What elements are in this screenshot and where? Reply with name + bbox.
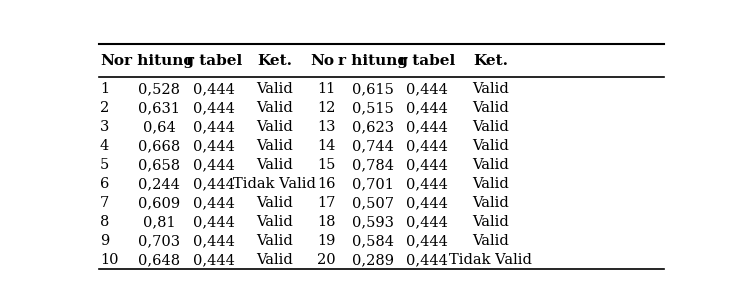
- Text: 0,444: 0,444: [406, 139, 449, 153]
- Text: Valid: Valid: [256, 139, 293, 153]
- Text: 0,444: 0,444: [193, 101, 235, 115]
- Text: 0,64: 0,64: [143, 120, 176, 134]
- Text: Ket.: Ket.: [257, 54, 292, 67]
- Text: 0,444: 0,444: [406, 82, 449, 96]
- Text: Valid: Valid: [256, 215, 293, 229]
- Text: r tabel: r tabel: [186, 54, 243, 67]
- Text: 0,593: 0,593: [352, 215, 394, 229]
- Text: Valid: Valid: [472, 196, 509, 210]
- Text: 0,623: 0,623: [352, 120, 394, 134]
- Text: 0,244: 0,244: [138, 177, 180, 191]
- Text: Tidak Valid: Tidak Valid: [233, 177, 316, 191]
- Text: Valid: Valid: [472, 139, 509, 153]
- Text: 19: 19: [318, 234, 336, 248]
- Text: 0,289: 0,289: [352, 253, 394, 267]
- Text: 0,609: 0,609: [138, 196, 180, 210]
- Text: Valid: Valid: [256, 82, 293, 96]
- Text: 0,444: 0,444: [193, 120, 235, 134]
- Text: 0,584: 0,584: [352, 234, 394, 248]
- Text: 0,515: 0,515: [352, 101, 394, 115]
- Text: 11: 11: [318, 82, 336, 96]
- Text: 14: 14: [318, 139, 336, 153]
- Text: Valid: Valid: [256, 196, 293, 210]
- Text: 0,444: 0,444: [193, 177, 235, 191]
- Text: Ket.: Ket.: [473, 54, 508, 67]
- Text: 0,81: 0,81: [143, 215, 176, 229]
- Text: 0,444: 0,444: [193, 158, 235, 172]
- Text: Valid: Valid: [256, 158, 293, 172]
- Text: Valid: Valid: [256, 101, 293, 115]
- Text: 0,528: 0,528: [138, 82, 180, 96]
- Text: 0,784: 0,784: [352, 158, 394, 172]
- Text: 0,701: 0,701: [352, 177, 394, 191]
- Text: r hitung: r hitung: [124, 54, 194, 67]
- Text: 0,444: 0,444: [406, 177, 449, 191]
- Text: No: No: [310, 54, 334, 67]
- Text: 0,444: 0,444: [406, 234, 449, 248]
- Text: 15: 15: [318, 158, 336, 172]
- Text: 5: 5: [100, 158, 109, 172]
- Text: 0,444: 0,444: [406, 120, 449, 134]
- Text: 0,444: 0,444: [193, 82, 235, 96]
- Text: 1: 1: [100, 82, 109, 96]
- Text: r tabel: r tabel: [400, 54, 455, 67]
- Text: 0,444: 0,444: [193, 139, 235, 153]
- Text: 0,444: 0,444: [406, 253, 449, 267]
- Text: Valid: Valid: [472, 158, 509, 172]
- Text: Valid: Valid: [472, 234, 509, 248]
- Text: 0,507: 0,507: [352, 196, 394, 210]
- Text: 0,658: 0,658: [138, 158, 180, 172]
- Text: 0,444: 0,444: [193, 253, 235, 267]
- Text: 2: 2: [100, 101, 109, 115]
- Text: 0,631: 0,631: [138, 101, 180, 115]
- Text: Valid: Valid: [472, 215, 509, 229]
- Text: 0,444: 0,444: [406, 158, 449, 172]
- Text: No: No: [100, 54, 124, 67]
- Text: 12: 12: [318, 101, 336, 115]
- Text: 0,668: 0,668: [138, 139, 181, 153]
- Text: 17: 17: [318, 196, 336, 210]
- Text: Valid: Valid: [256, 120, 293, 134]
- Text: Valid: Valid: [472, 82, 509, 96]
- Text: 0,444: 0,444: [193, 234, 235, 248]
- Text: 20: 20: [317, 253, 336, 267]
- Text: 0,744: 0,744: [352, 139, 394, 153]
- Text: Valid: Valid: [472, 120, 509, 134]
- Text: 0,648: 0,648: [138, 253, 180, 267]
- Text: 0,444: 0,444: [193, 196, 235, 210]
- Text: Valid: Valid: [472, 177, 509, 191]
- Text: 10: 10: [100, 253, 118, 267]
- Text: 3: 3: [100, 120, 109, 134]
- Text: 7: 7: [100, 196, 109, 210]
- Text: 0,444: 0,444: [193, 215, 235, 229]
- Text: r hitung: r hitung: [338, 54, 408, 67]
- Text: Valid: Valid: [472, 101, 509, 115]
- Text: 0,444: 0,444: [406, 101, 449, 115]
- Text: 0,615: 0,615: [352, 82, 394, 96]
- Text: Valid: Valid: [256, 234, 293, 248]
- Text: Valid: Valid: [256, 253, 293, 267]
- Text: 16: 16: [317, 177, 336, 191]
- Text: Tidak Valid: Tidak Valid: [449, 253, 532, 267]
- Text: 13: 13: [317, 120, 336, 134]
- Text: 8: 8: [100, 215, 109, 229]
- Text: 0,444: 0,444: [406, 215, 449, 229]
- Text: 4: 4: [100, 139, 109, 153]
- Text: 0,444: 0,444: [406, 196, 449, 210]
- Text: 18: 18: [317, 215, 336, 229]
- Text: 9: 9: [100, 234, 109, 248]
- Text: 6: 6: [100, 177, 109, 191]
- Text: 0,703: 0,703: [138, 234, 180, 248]
